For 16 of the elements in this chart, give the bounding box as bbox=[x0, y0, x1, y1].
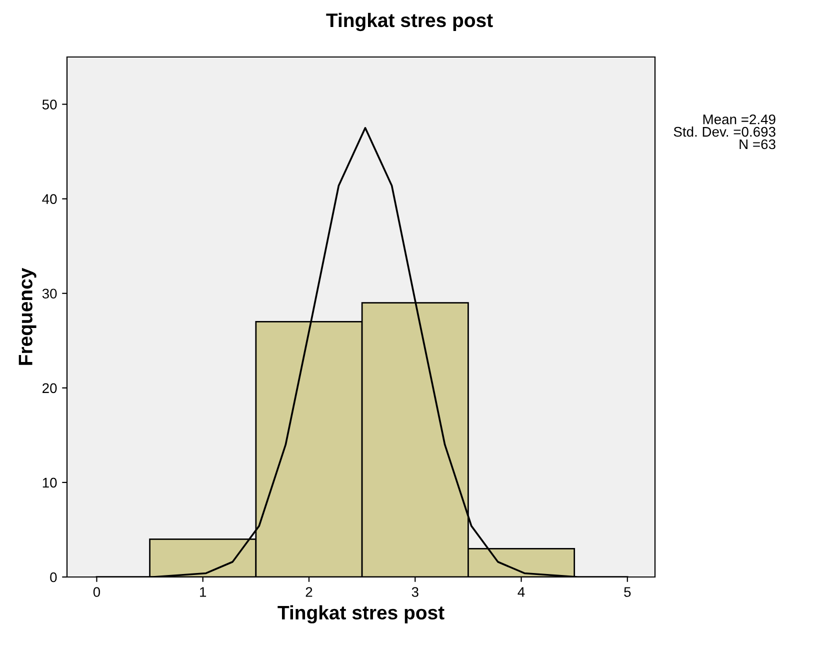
x-tick-label: 0 bbox=[93, 587, 100, 597]
y-tick-label: 30 bbox=[42, 288, 57, 299]
y-tick-label: 10 bbox=[42, 478, 57, 488]
text: Mean =2.49 Std. Dev. =0.693 N =63 bbox=[674, 114, 776, 150]
y-tick-label: 20 bbox=[42, 383, 57, 394]
x-tick-label: 2 bbox=[306, 587, 312, 597]
x-tick-label: 5 bbox=[624, 587, 631, 597]
x-tick-label: 4 bbox=[518, 587, 525, 597]
x-tick-label: 1 bbox=[200, 587, 206, 597]
x-axis-title: Tingkat stres post bbox=[278, 605, 444, 624]
y-axis-title: Frequency bbox=[18, 268, 36, 365]
y-tick-label: 50 bbox=[42, 100, 57, 110]
y-tick-label: 40 bbox=[42, 194, 57, 204]
x-tick-label: 3 bbox=[412, 587, 418, 597]
y-tick-label: 0 bbox=[50, 572, 57, 582]
chart-title: Tingkat stres post bbox=[326, 12, 493, 32]
